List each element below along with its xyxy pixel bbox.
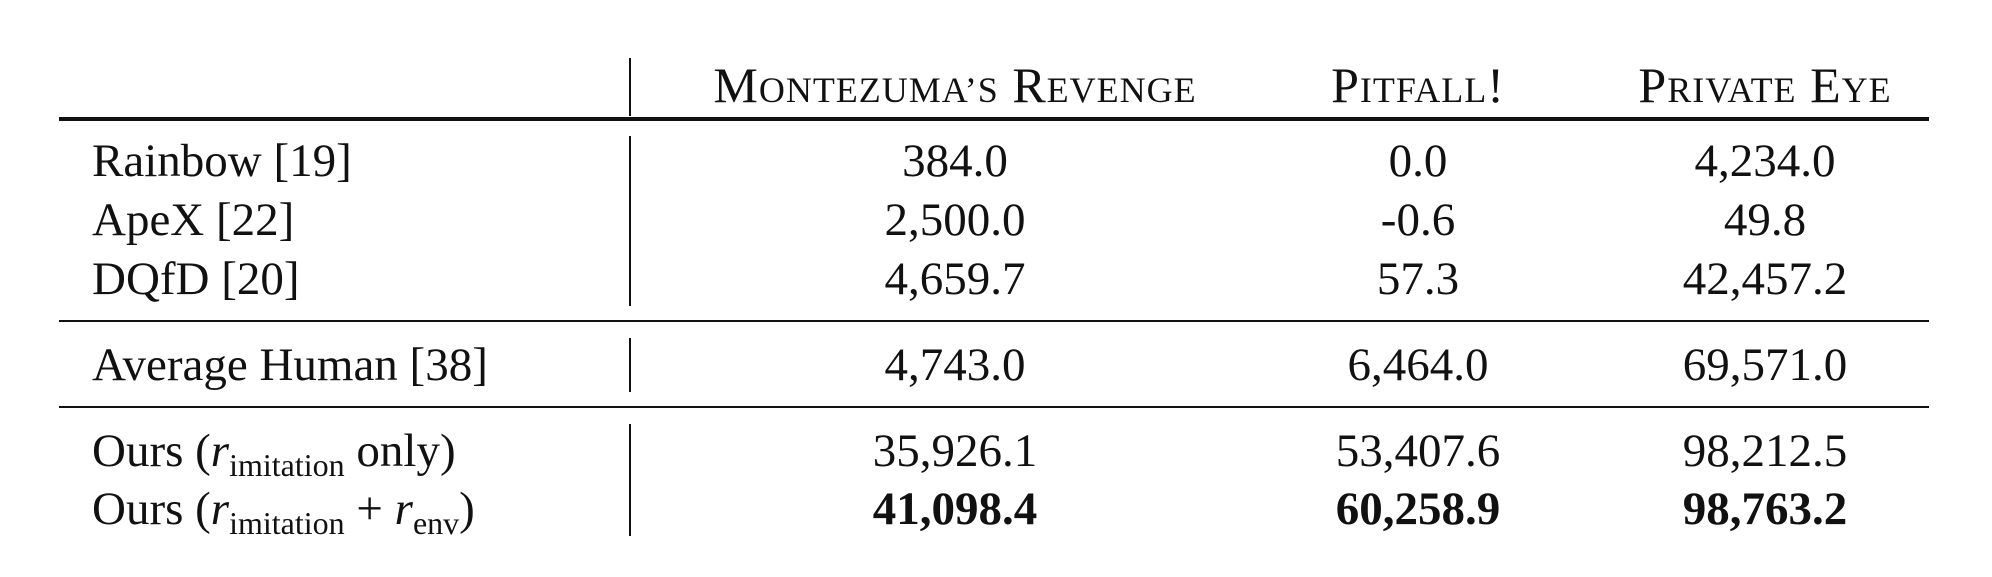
cell-rainbow-privateeye: 4,234.0 xyxy=(1694,135,1836,187)
subscript-imitation-2: imitation xyxy=(229,505,345,541)
header-rule xyxy=(59,117,1929,121)
close-paren: ) xyxy=(459,483,475,535)
cell-apex-pitfall: -0.6 xyxy=(1380,194,1456,246)
cell-apex-privateeye: 49.8 xyxy=(1723,194,1807,246)
cell-apex-montezuma: 2,500.0 xyxy=(884,194,1026,246)
header-col1-first: M xyxy=(713,57,759,113)
row-label-dqfd: DQfD [20] xyxy=(92,253,300,305)
row-label-apex: ApeX [22] xyxy=(92,194,295,246)
vertical-rule-group2 xyxy=(629,338,631,392)
r-symbol: r xyxy=(210,425,230,477)
header-col1-rest2: EVENGE xyxy=(1046,70,1197,110)
header-private-eye: PRIVATE EYE xyxy=(1638,60,1891,110)
cell-ours-only-pitfall: 53,407.6 xyxy=(1335,425,1501,477)
header-col3-first2: E xyxy=(1810,57,1842,113)
vertical-rule-group1 xyxy=(629,136,631,306)
r-symbol-3: r xyxy=(394,483,413,535)
row-label-rainbow: Rainbow [19] xyxy=(92,135,352,187)
header-pitfall: PITFALL! xyxy=(1331,60,1505,110)
cell-ours-env-montezuma: 41,098.4 xyxy=(872,483,1038,535)
header-col1-first2: R xyxy=(1012,57,1047,113)
cell-dqfd-montezuma: 4,659.7 xyxy=(884,253,1026,305)
subscript-env: env xyxy=(412,505,460,541)
cell-ours-env-pitfall: 60,258.9 xyxy=(1335,483,1501,535)
header-col2-tail: ! xyxy=(1487,57,1505,113)
cell-rainbow-montezuma: 384.0 xyxy=(902,135,1008,187)
header-col2-rest: ITFALL xyxy=(1359,70,1488,110)
header-col1-rest: ONTEZUMA’S xyxy=(758,70,999,110)
plus-sign: + xyxy=(344,483,395,535)
ours-prefix-2: Ours ( xyxy=(92,483,211,535)
group-rule-2 xyxy=(59,406,1929,408)
vertical-rule-group3 xyxy=(629,424,631,536)
cell-human-montezuma: 4,743.0 xyxy=(884,339,1026,391)
cell-human-pitfall: 6,464.0 xyxy=(1347,339,1489,391)
header-montezumas-revenge: MONTEZUMA’S REVENGE xyxy=(713,60,1196,110)
cell-rainbow-pitfall: 0.0 xyxy=(1388,135,1448,187)
row-label-ours-imitation-only: Ours (rimitation only) xyxy=(92,425,456,482)
group-rule-1 xyxy=(59,320,1929,322)
ours-only-suffix: only) xyxy=(344,425,456,477)
cell-ours-only-montezuma: 35,926.1 xyxy=(872,425,1038,477)
cell-dqfd-pitfall: 57.3 xyxy=(1376,253,1460,305)
cell-ours-only-privateeye: 98,212.5 xyxy=(1682,425,1848,477)
row-label-ours-imitation-plus-env: Ours (rimitation + renv) xyxy=(92,483,475,540)
row-label-average-human: Average Human [38] xyxy=(92,339,488,391)
r-symbol-2: r xyxy=(210,483,230,535)
header-col3-rest: RIVATE xyxy=(1667,70,1797,110)
cell-dqfd-privateeye: 42,457.2 xyxy=(1682,253,1848,305)
cell-human-privateeye: 69,571.0 xyxy=(1682,339,1848,391)
header-col3-rest2: YE xyxy=(1841,70,1892,110)
vertical-rule-header xyxy=(629,58,631,116)
header-col2-first: P xyxy=(1331,57,1360,113)
header-col3-first: P xyxy=(1638,57,1668,113)
subscript-imitation: imitation xyxy=(229,447,345,483)
cell-ours-env-privateeye: 98,763.2 xyxy=(1682,483,1848,535)
ours-prefix: Ours ( xyxy=(92,425,211,477)
